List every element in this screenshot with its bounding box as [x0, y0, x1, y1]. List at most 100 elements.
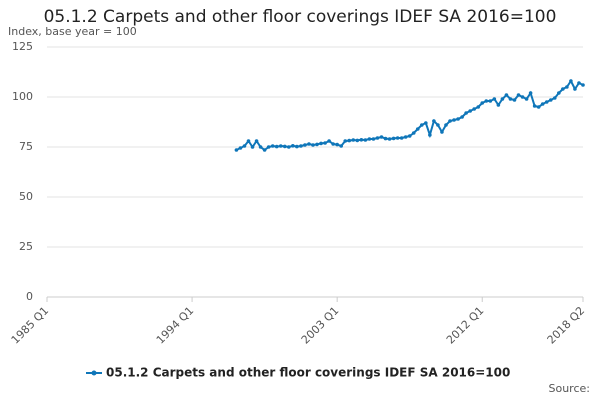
point — [375, 136, 380, 140]
legend-label: 05.1.2 Carpets and other floor coverings… — [106, 366, 510, 380]
point — [303, 143, 307, 147]
point — [532, 104, 537, 108]
point — [343, 139, 348, 143]
point — [371, 137, 376, 141]
point — [327, 139, 331, 143]
point — [520, 95, 525, 99]
point — [508, 97, 513, 101]
point — [262, 148, 267, 152]
y-tick-label: 50 — [19, 190, 33, 203]
point — [540, 102, 545, 106]
point — [444, 123, 448, 127]
point — [266, 145, 271, 149]
point — [464, 111, 468, 115]
x-tick-label: 2012 Q1 — [444, 304, 487, 347]
point — [403, 135, 408, 139]
y-tick-label: 0 — [26, 290, 33, 303]
point — [331, 142, 335, 146]
point — [319, 141, 323, 146]
point — [424, 121, 428, 125]
y-tick-label: 75 — [19, 140, 33, 153]
point — [480, 101, 485, 105]
point — [504, 93, 509, 97]
point — [460, 115, 464, 119]
point — [258, 145, 263, 149]
point — [432, 119, 436, 123]
point — [573, 87, 577, 91]
point — [395, 136, 400, 140]
point — [452, 118, 456, 122]
point — [246, 139, 251, 143]
point — [367, 137, 372, 141]
point — [351, 138, 356, 142]
point — [512, 98, 517, 102]
point — [544, 100, 549, 104]
source: Source: — [549, 382, 591, 395]
point — [472, 107, 476, 111]
point — [242, 144, 247, 148]
point — [399, 136, 404, 140]
point — [436, 123, 440, 127]
point — [339, 144, 343, 148]
subtitle: Index, base year = 100 — [8, 25, 137, 38]
point — [548, 98, 553, 102]
point — [428, 133, 432, 137]
point — [387, 137, 392, 141]
point — [274, 144, 279, 149]
x-tick-label: 2003 Q1 — [299, 304, 342, 347]
point — [315, 142, 319, 147]
point — [295, 144, 299, 149]
x-tick-label: 1994 Q1 — [154, 304, 197, 347]
legend-marker — [91, 370, 97, 376]
point — [379, 135, 384, 139]
point — [270, 144, 275, 148]
y-tick-label: 125 — [12, 40, 33, 53]
point — [496, 103, 501, 107]
point — [299, 144, 303, 148]
y-tick-label: 25 — [19, 240, 33, 253]
point — [492, 97, 497, 101]
point — [448, 119, 452, 123]
point — [355, 138, 360, 143]
point — [419, 123, 424, 127]
point — [359, 138, 364, 142]
point — [561, 87, 565, 91]
point — [484, 99, 489, 103]
y-tick-label: 100 — [12, 90, 33, 103]
point — [488, 99, 493, 103]
point — [234, 148, 239, 152]
point — [363, 138, 368, 142]
point — [311, 143, 315, 147]
point — [391, 136, 396, 141]
point — [307, 142, 311, 146]
point — [415, 127, 420, 131]
point — [528, 91, 533, 95]
point — [440, 130, 444, 134]
point — [468, 109, 472, 113]
point — [278, 144, 283, 148]
point — [476, 105, 481, 109]
point — [524, 97, 529, 101]
point — [250, 145, 255, 149]
point — [552, 96, 557, 100]
x-tick-label: 1985 Q1 — [9, 304, 52, 347]
point — [335, 142, 339, 147]
point — [238, 146, 243, 150]
point — [557, 91, 561, 95]
point — [516, 93, 521, 97]
point — [581, 83, 585, 87]
point — [287, 145, 291, 149]
point — [577, 81, 581, 85]
x-tick-label: 2018 Q2 — [545, 304, 588, 347]
chart-title: 05.1.2 Carpets and other floor coverings… — [44, 7, 557, 27]
point — [323, 141, 327, 145]
point — [565, 85, 569, 89]
point — [411, 131, 416, 135]
point — [569, 79, 573, 83]
point — [407, 134, 412, 138]
point — [383, 136, 388, 141]
point — [500, 97, 505, 101]
point — [536, 105, 541, 109]
